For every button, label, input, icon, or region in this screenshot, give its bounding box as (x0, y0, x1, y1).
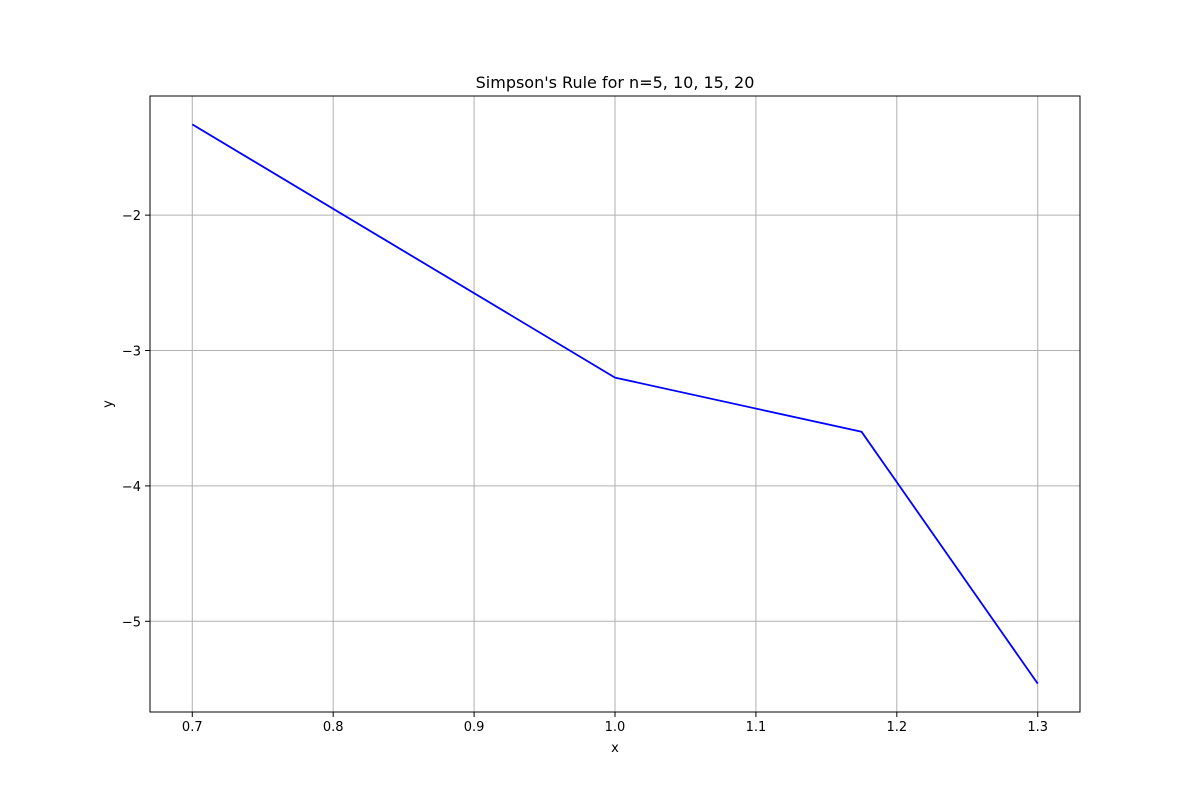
y-axis-label: y (101, 400, 116, 408)
grid-layer (150, 96, 1080, 712)
series-line (191, 123, 1039, 685)
y-tick-label: −3 (122, 345, 141, 360)
x-tick-label: 1.2 (886, 720, 907, 735)
tick-layer: 0.7 0.8 0.9 1.0 1.1 1.2 1.3 −2 −3 −4 −5 (122, 209, 1048, 735)
y-tick-label: −4 (122, 480, 141, 495)
y-tick-label: −2 (122, 209, 141, 224)
x-tick-label: 1.0 (605, 720, 626, 735)
series-layer (191, 123, 1039, 685)
x-axis-label: x (611, 741, 619, 756)
chart-title: Simpson's Rule for n=5, 10, 15, 20 (476, 73, 755, 92)
x-tick-label: 1.1 (746, 720, 767, 735)
x-tick-label: 0.8 (323, 720, 344, 735)
x-tick-label: 0.9 (464, 720, 485, 735)
x-tick-label: 0.7 (182, 720, 203, 735)
y-tick-label: −5 (122, 615, 141, 630)
x-tick-label: 1.3 (1027, 720, 1048, 735)
